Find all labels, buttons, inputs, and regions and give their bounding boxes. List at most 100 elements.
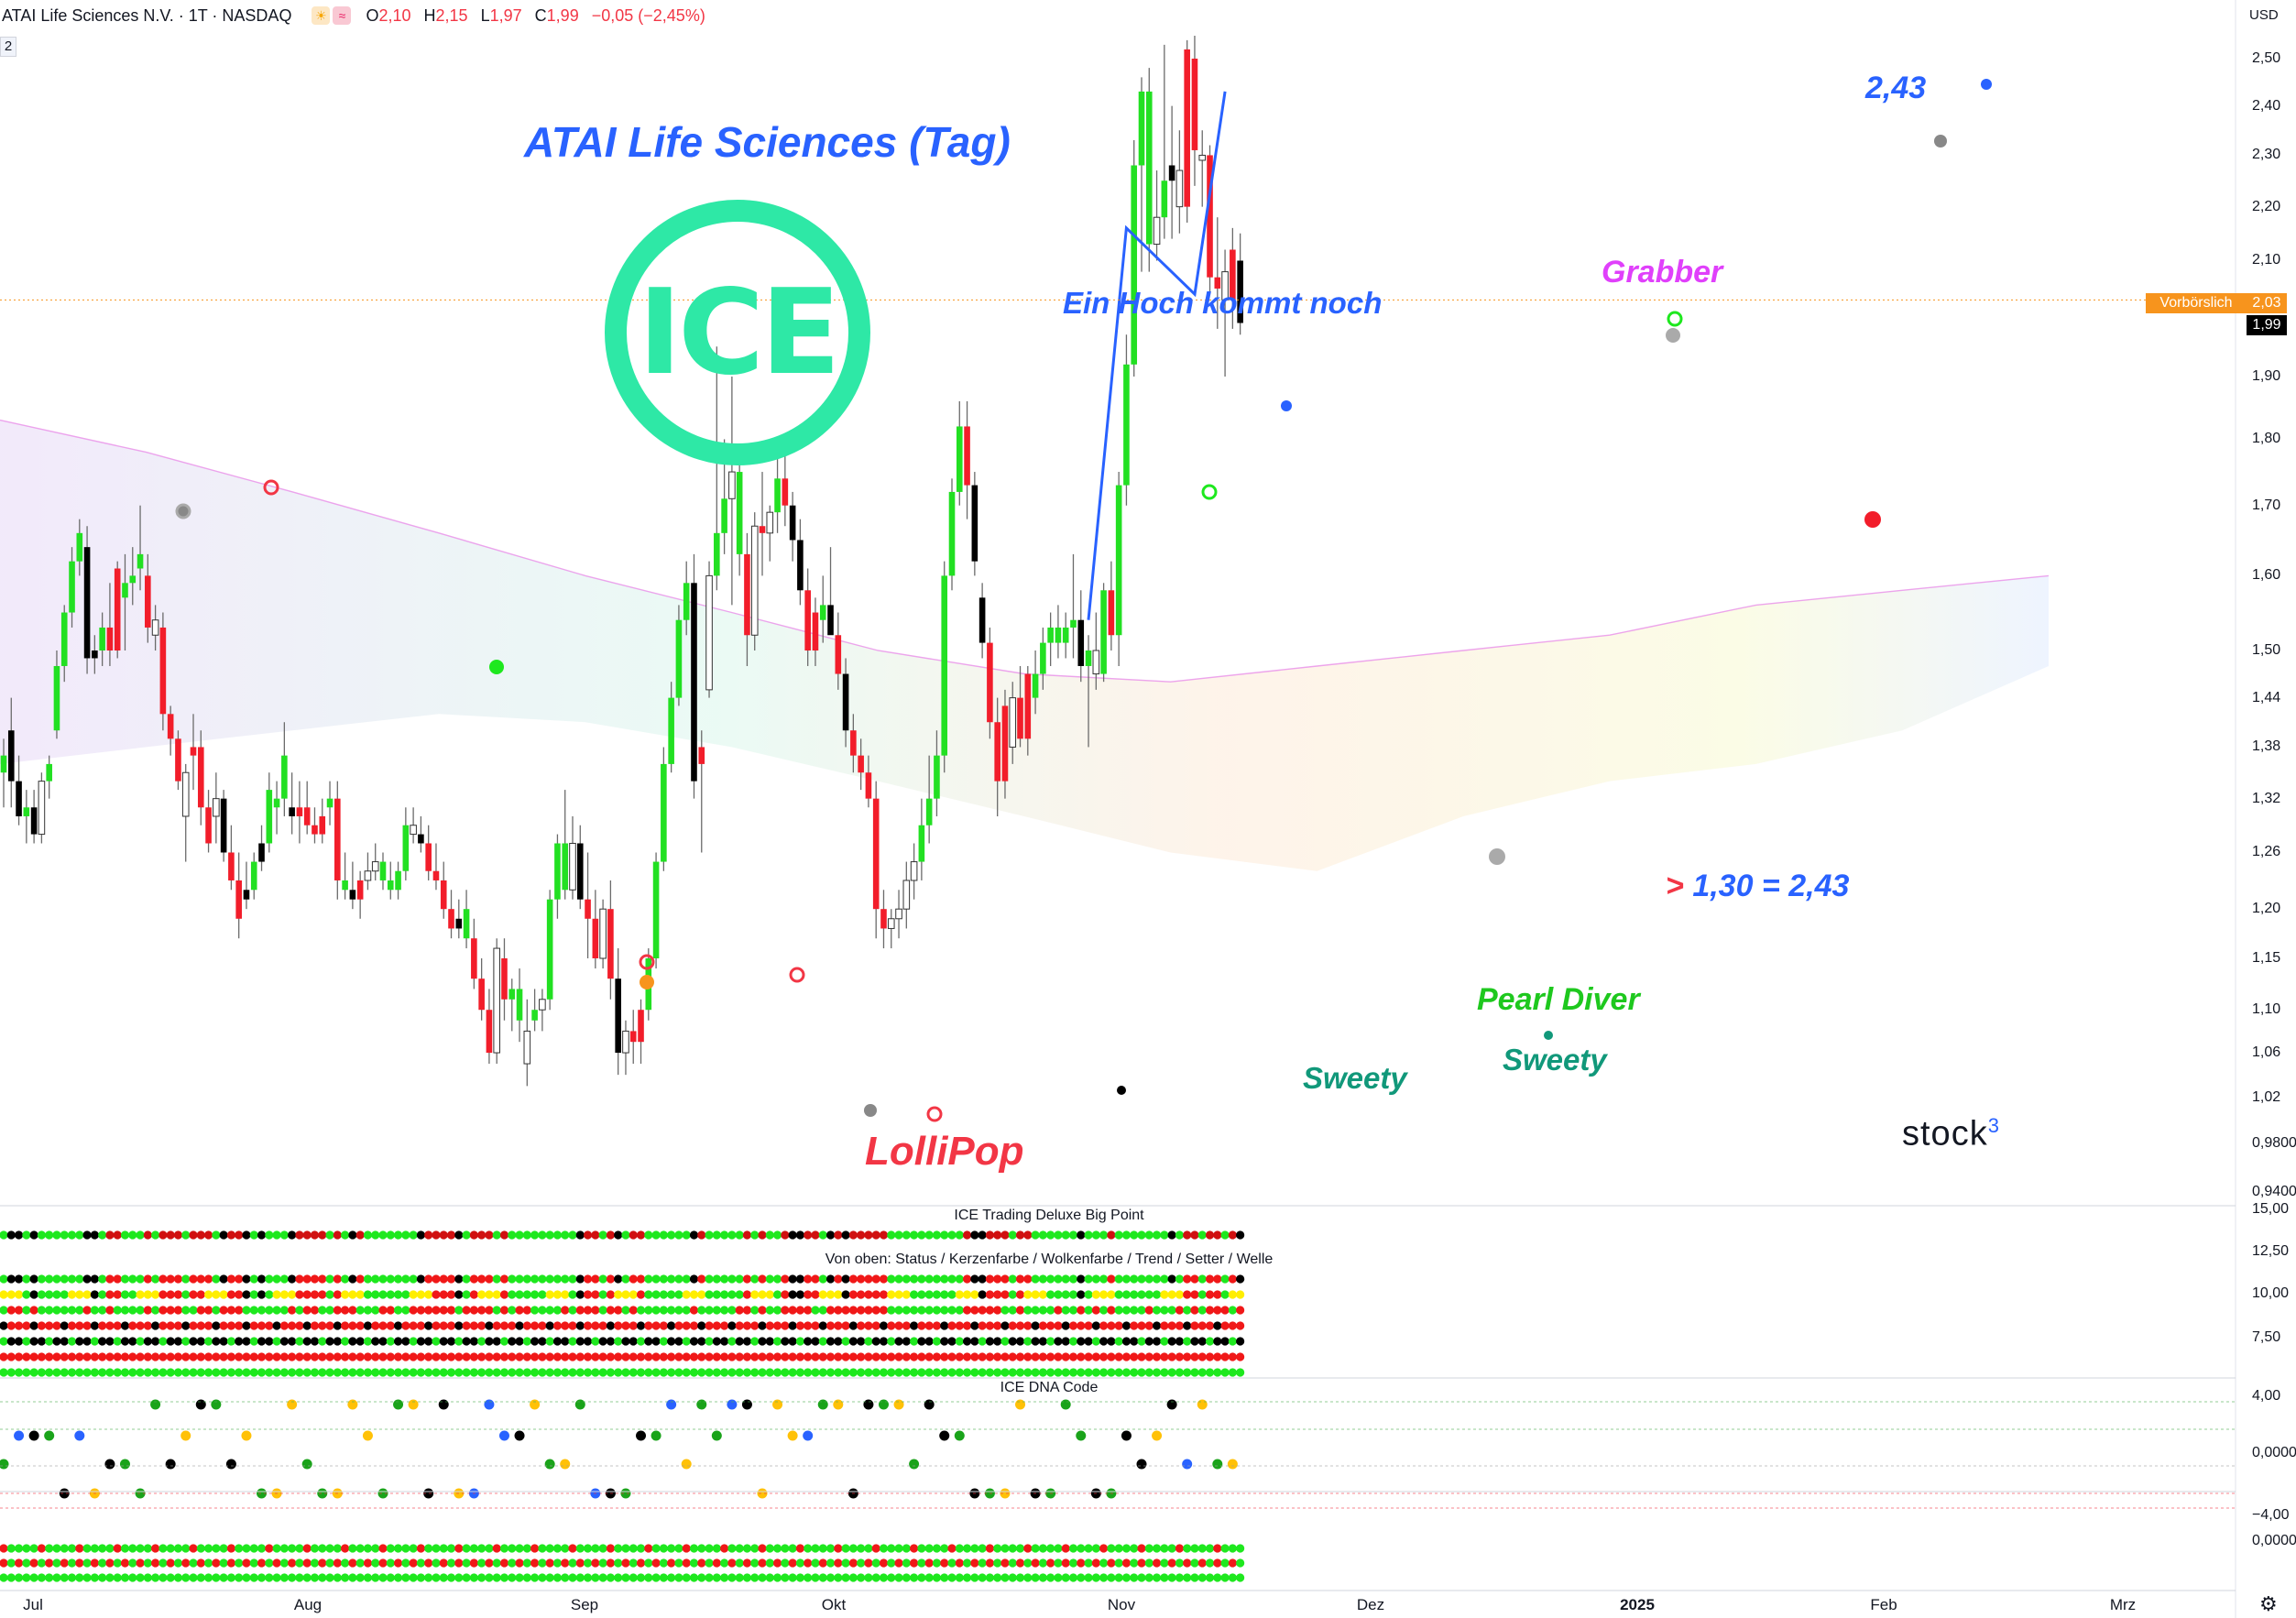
bigpoint-dot xyxy=(6,1230,16,1240)
status-dot xyxy=(993,1321,1002,1330)
status-dot xyxy=(818,1321,827,1330)
candle-body xyxy=(76,532,83,562)
status-dot xyxy=(811,1290,820,1299)
bottom-row-dot xyxy=(682,1558,691,1568)
status-dot xyxy=(1015,1337,1025,1346)
candle xyxy=(615,948,621,1076)
candle xyxy=(956,400,963,506)
status-dot xyxy=(917,1274,926,1284)
status-dot xyxy=(1114,1337,1123,1346)
bottom-row-dot xyxy=(1091,1558,1100,1568)
bottom-row-dot xyxy=(242,1573,251,1582)
bottom-row-dot xyxy=(1084,1544,1093,1553)
status-dot xyxy=(932,1321,942,1330)
status-dot xyxy=(1054,1352,1063,1361)
status-dot xyxy=(166,1321,175,1330)
dna-dot xyxy=(544,1459,555,1470)
status-dot xyxy=(1107,1306,1116,1315)
bottom-row-dot xyxy=(14,1573,24,1582)
status-dot xyxy=(1205,1306,1215,1315)
wave-icon[interactable]: ≈ xyxy=(333,6,352,25)
bottom-row-dot xyxy=(750,1558,760,1568)
dna-dot xyxy=(301,1459,312,1470)
currency-label[interactable]: USD xyxy=(2249,7,2279,23)
bottom-row-dot xyxy=(697,1558,706,1568)
status-dot xyxy=(1084,1352,1093,1361)
signal-marker xyxy=(1864,511,1881,528)
dna-dot xyxy=(636,1430,647,1441)
bottom-row-dot xyxy=(970,1573,979,1582)
bottom-row-dot xyxy=(219,1558,228,1568)
candle xyxy=(576,825,584,910)
status-dot xyxy=(857,1352,866,1361)
status-dot xyxy=(295,1306,304,1315)
status-dot xyxy=(454,1368,464,1377)
bottom-row-dot xyxy=(0,1544,8,1553)
status-dot xyxy=(758,1274,767,1284)
status-dot xyxy=(288,1306,297,1315)
bottom-row-dot xyxy=(159,1558,168,1568)
bottom-row-dot xyxy=(439,1573,448,1582)
bottom-row-dot xyxy=(1068,1544,1078,1553)
bottom-row-dot xyxy=(902,1558,911,1568)
price-axis-label: 1,50 xyxy=(2252,641,2281,658)
status-dot xyxy=(113,1337,122,1346)
bottom-row-dot xyxy=(887,1544,896,1553)
status-dot xyxy=(485,1306,494,1315)
bottom-row-dot xyxy=(1023,1573,1033,1582)
bigpoint-dot xyxy=(1236,1230,1245,1240)
candle xyxy=(987,627,993,739)
time-axis-label: Aug xyxy=(293,1596,323,1613)
candle-body xyxy=(364,870,372,881)
bottom-row-dot xyxy=(424,1544,433,1553)
status-dot xyxy=(818,1274,827,1284)
indicator-count[interactable]: 2 xyxy=(0,37,16,57)
symbol-name[interactable]: ATAI Life Sciences N.V. · 1T · NASDAQ xyxy=(2,5,292,25)
bigpoint-dot xyxy=(409,1230,418,1240)
bottom-row-dot xyxy=(667,1573,676,1582)
status-dot xyxy=(409,1368,418,1377)
status-dot xyxy=(857,1274,866,1284)
bigpoint-dot xyxy=(917,1230,926,1240)
bigpoint-dot xyxy=(667,1230,676,1240)
bigpoint-dot xyxy=(583,1230,593,1240)
status-dot xyxy=(446,1290,456,1299)
candle-body xyxy=(1032,673,1039,698)
status-dot xyxy=(143,1368,152,1377)
bottom-row-dot xyxy=(0,1573,8,1582)
bigpoint-dot xyxy=(575,1230,585,1240)
candle-body xyxy=(858,755,864,773)
bottom-row-dot xyxy=(333,1573,342,1582)
status-dot xyxy=(1167,1337,1176,1346)
annotation-lollipop: LolliPop xyxy=(865,1129,1024,1174)
bottom-row-dot xyxy=(6,1573,16,1582)
candle-body xyxy=(1085,650,1092,666)
candle-body xyxy=(531,1010,538,1021)
candle-body xyxy=(478,978,485,1011)
bigpoint-dot xyxy=(818,1230,827,1240)
status-dot xyxy=(136,1337,145,1346)
status-dot xyxy=(1121,1352,1132,1361)
status-dot xyxy=(416,1352,425,1361)
candle-body xyxy=(721,498,727,533)
candle-body xyxy=(1070,619,1077,628)
status-dot xyxy=(1137,1352,1146,1361)
bottom-row-dot xyxy=(1160,1573,1169,1582)
price-axis-label: 1,90 xyxy=(2252,368,2281,385)
status-dot xyxy=(636,1274,646,1284)
bottom-row-dot xyxy=(561,1544,570,1553)
status-dot xyxy=(37,1352,47,1361)
weather-icon[interactable]: ☀ xyxy=(312,6,331,25)
status-dot xyxy=(446,1352,456,1361)
candle-body xyxy=(145,575,151,628)
status-dot xyxy=(575,1337,585,1346)
status-dot xyxy=(1190,1337,1199,1346)
candle-body xyxy=(835,635,842,674)
bottom-row-dot xyxy=(568,1573,577,1582)
status-dot xyxy=(90,1306,99,1315)
status-dot xyxy=(538,1321,547,1330)
candle xyxy=(508,978,516,1032)
settings-gear-icon[interactable]: ⚙ xyxy=(2259,1592,2278,1615)
bigpoint-dot xyxy=(75,1230,84,1240)
status-dot xyxy=(469,1274,478,1284)
